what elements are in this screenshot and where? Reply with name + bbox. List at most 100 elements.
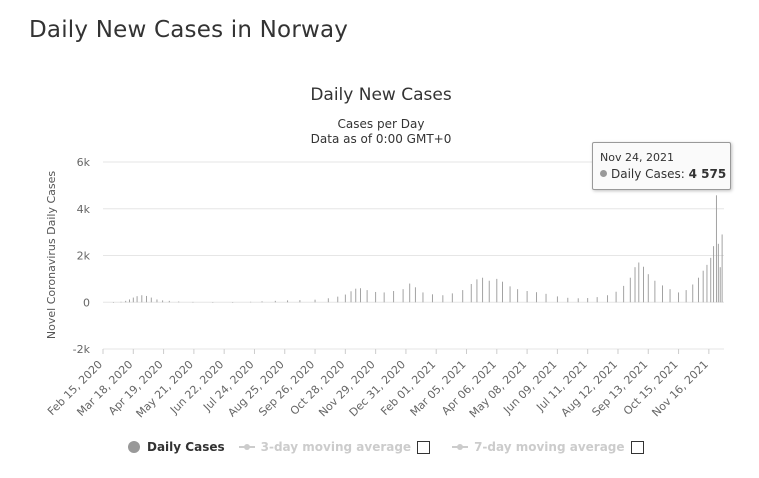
daily-cases-bar (383, 292, 385, 303)
tooltip-value: 4 575 (688, 167, 727, 181)
daily-cases-bar (615, 291, 617, 303)
legend-line-marker-icon (452, 444, 469, 450)
legend-item-7-day-average[interactable]: 7-day moving average (452, 440, 625, 454)
daily-cases-bar (526, 291, 528, 303)
daily-cases-bar (162, 300, 164, 303)
checkbox-7-day-average[interactable] (630, 440, 644, 454)
tooltip-date: Nov 24, 2021 (600, 151, 674, 164)
daily-cases-bar (476, 279, 478, 303)
daily-cases-bar (536, 292, 538, 303)
daily-cases-bar (360, 288, 361, 303)
daily-cases-bar (192, 301, 194, 303)
daily-cases-bar (451, 293, 453, 303)
daily-cases-bar (488, 280, 490, 303)
daily-cases-bar (299, 300, 301, 303)
y-tick-label: 2k (77, 250, 91, 263)
daily-cases-bar (634, 267, 636, 303)
daily-cases-bar (697, 277, 699, 303)
daily-cases-bar (409, 283, 411, 303)
y-tick-label: 4k (77, 203, 91, 216)
daily-cases-bar (120, 301, 122, 303)
legend-label-7-day-average: 7-day moving average (474, 440, 625, 454)
daily-cases-bar (715, 195, 717, 303)
daily-cases-bar (150, 297, 152, 303)
daily-cases-bar (431, 294, 433, 303)
daily-cases-bar (350, 291, 352, 303)
daily-cases-bar (710, 257, 712, 303)
daily-cases-bar (232, 302, 234, 303)
daily-cases-bar (375, 291, 377, 303)
daily-cases-bar (132, 297, 134, 303)
page-title: Daily New Cases in Norway (29, 17, 349, 43)
daily-cases-bar (178, 301, 180, 303)
daily-cases-bar (287, 300, 289, 303)
daily-cases-bar (146, 295, 147, 303)
daily-cases-bar (669, 289, 671, 303)
chart-subtitle-line-2: Data as of 0:00 GMT+0 (311, 132, 452, 146)
legend-line-marker-icon (238, 444, 255, 450)
legend-item-daily-cases[interactable]: Daily Cases (128, 440, 225, 454)
daily-cases-bar (366, 290, 368, 303)
daily-cases-bar (314, 299, 316, 303)
tooltip-row: Daily Cases: 4 575 (600, 167, 726, 181)
daily-cases-bars (112, 195, 723, 303)
daily-cases-bar (643, 266, 644, 303)
daily-cases-bar (470, 284, 472, 303)
daily-cases-bar (685, 290, 687, 303)
daily-cases-bar (502, 281, 503, 303)
daily-cases-bar (168, 300, 170, 303)
daily-cases-bar (719, 267, 721, 303)
daily-cases-bar (509, 286, 511, 303)
daily-cases-bar (414, 287, 416, 303)
daily-cases-bar (713, 246, 715, 303)
y-tick-label: 0 (83, 296, 90, 309)
daily-cases-bar (442, 295, 444, 303)
checkbox-3-day-average[interactable] (417, 440, 431, 454)
daily-cases-bar (125, 300, 127, 303)
daily-cases-bar (692, 284, 694, 303)
daily-cases-bar (129, 299, 130, 303)
daily-cases-bar (629, 277, 631, 303)
daily-cases-bar (462, 290, 464, 303)
daily-cases-bar (141, 295, 143, 303)
y-tick-label: -2k (73, 343, 91, 356)
daily-cases-bar (567, 297, 569, 303)
daily-cases-bar (587, 298, 589, 303)
daily-cases-bar (482, 277, 484, 303)
daily-cases-bar (274, 300, 276, 303)
daily-cases-bar (112, 302, 114, 303)
daily-cases-bar (623, 285, 625, 303)
grid-lines (103, 161, 724, 350)
tooltip: Nov 24, 2021 Daily Cases: 4 575 (592, 142, 731, 190)
daily-cases-bar (402, 289, 404, 303)
daily-cases-bar (393, 291, 395, 303)
daily-cases-bar (662, 285, 663, 303)
daily-cases-bar (607, 295, 609, 303)
legend-item-3-day-average[interactable]: 3-day moving average (238, 440, 411, 454)
daily-cases-bar (706, 264, 708, 303)
daily-cases-bar (721, 234, 723, 303)
chart-legend: Daily Cases 3-day moving average 7-day m… (128, 437, 666, 457)
daily-cases-bar (327, 298, 329, 303)
daily-cases-bar (717, 243, 719, 303)
tooltip-series-dot-icon (600, 170, 607, 177)
daily-cases-bar (647, 274, 649, 303)
daily-cases-bar (344, 294, 346, 303)
y-axis-ticks: -2k 0 2k 4k 6k (73, 156, 91, 356)
daily-cases-bar (596, 297, 598, 303)
daily-cases-bar (261, 301, 263, 303)
chart-title: Daily New Cases (310, 85, 452, 105)
daily-cases-bar (355, 288, 357, 303)
daily-cases-bar (337, 296, 339, 303)
daily-cases-bar (422, 292, 424, 303)
daily-cases-bar (250, 301, 252, 303)
y-axis-title: Novel Coronavirus Daily Cases (45, 171, 58, 339)
tooltip-colon: : (680, 167, 689, 181)
legend-label-daily-cases: Daily Cases (147, 440, 225, 454)
daily-cases-bar (577, 298, 579, 303)
daily-cases-bar (212, 302, 214, 303)
tooltip-series-name: Daily Cases (611, 167, 681, 181)
chart-subtitle-line-1: Cases per Day (338, 117, 425, 131)
